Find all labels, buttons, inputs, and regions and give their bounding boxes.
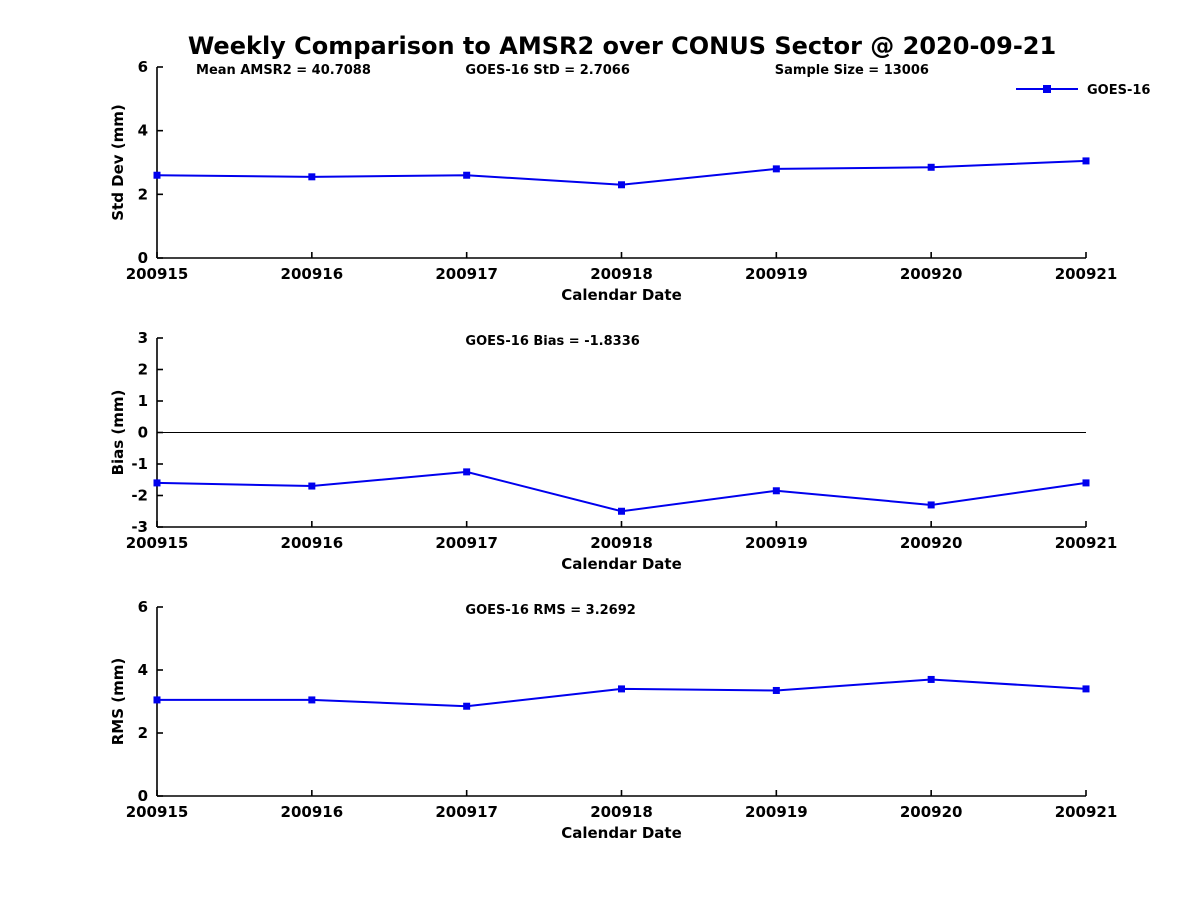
x-tick-label: 200919 — [745, 534, 808, 552]
data-point-marker — [618, 685, 625, 693]
data-point-marker — [153, 696, 161, 704]
data-point-marker — [153, 171, 161, 179]
y-axis-title: RMS (mm) — [109, 658, 127, 745]
data-point-marker — [463, 702, 471, 710]
rms-subplot: 0 2 4 6 200915 200916 200917 200918 200919 200920… — [109, 598, 1117, 842]
x-tick-label: 200921 — [1055, 534, 1118, 552]
annotation: Mean AMSR2 = 40.7088 — [196, 63, 371, 78]
x-tick-label: 200915 — [126, 803, 189, 821]
x-tick-label: 200918 — [590, 265, 653, 283]
y-tick-label: 4 — [138, 661, 148, 679]
annotation: Sample Size = 13006 — [775, 63, 929, 78]
data-point-marker — [308, 173, 316, 181]
x-tick-label: 200921 — [1055, 265, 1118, 283]
series-line — [156, 159, 1087, 186]
annotation: GOES-16 Bias = -1.8336 — [465, 334, 639, 349]
stddev-subplot: 0 2 4 6 200915 200916 200917 200918 200919 200920… — [109, 58, 1150, 304]
data-point-marker — [463, 468, 471, 476]
data-point-marker — [1082, 479, 1090, 487]
data-point-marker — [772, 165, 780, 173]
x-tick-label: 200919 — [745, 803, 808, 821]
x-axis-title: Calendar Date — [561, 555, 682, 573]
data-point-marker — [927, 163, 935, 171]
x-tick-label: 200921 — [1055, 803, 1118, 821]
annotation: GOES-16 StD = 2.7066 — [465, 63, 629, 78]
series-line — [157, 678, 1087, 708]
x-axis-title: Calendar Date — [561, 286, 682, 304]
x-axis-title: Calendar Date — [561, 824, 682, 842]
x-tick-label: 200916 — [281, 265, 344, 283]
y-tick-label: 4 — [138, 122, 148, 140]
x-tick-label: 200920 — [900, 265, 963, 283]
legend-label: GOES-16 — [1087, 83, 1150, 98]
x-tick-label: 200915 — [126, 265, 189, 283]
y-tick-label: 2 — [138, 185, 148, 203]
x-tick-label: 200918 — [590, 534, 653, 552]
y-tick-label: -1 — [131, 455, 148, 473]
x-tick-label: 200917 — [435, 534, 498, 552]
y-axis-title: Bias (mm) — [109, 390, 127, 476]
y-tick-label: 0 — [138, 249, 148, 267]
x-tick-label: 200919 — [745, 265, 808, 283]
x-tick-label: 200916 — [281, 803, 344, 821]
y-tick-label: -3 — [131, 518, 148, 536]
data-point-marker — [927, 675, 935, 683]
x-tick-label: 200917 — [435, 265, 498, 283]
data-point-marker — [1082, 685, 1090, 693]
x-tick-label: 200915 — [126, 534, 189, 552]
data-point-marker — [772, 487, 780, 495]
x-tick-label: 200920 — [900, 534, 963, 552]
bias-subplot: -3 -2 -1 0 1 2 3 200915 200916 200917 200918 200919… — [109, 329, 1117, 573]
data-point-marker — [927, 501, 935, 509]
data-point-marker — [153, 479, 161, 487]
figure-title: Weekly Comparison to AMSR2 over CONUS Se… — [188, 32, 1056, 60]
data-point-marker — [772, 686, 780, 694]
y-tick-label: 1 — [138, 392, 148, 410]
y-tick-label: 0 — [138, 424, 148, 442]
x-tick-label: 200917 — [435, 803, 498, 821]
data-point-marker — [1082, 157, 1090, 165]
series-line — [156, 470, 1087, 513]
data-point-marker — [308, 482, 316, 490]
y-tick-label: 2 — [138, 724, 148, 742]
annotation: GOES-16 RMS = 3.2692 — [465, 603, 635, 618]
data-point-marker — [463, 171, 471, 179]
data-point-marker — [618, 507, 625, 515]
x-tick-label: 200916 — [281, 534, 344, 552]
y-tick-label: 6 — [138, 58, 148, 76]
data-point-marker — [308, 696, 316, 704]
legend-marker-icon — [1043, 85, 1051, 93]
y-tick-label: 2 — [138, 361, 148, 379]
y-axis-title: Std Dev (mm) — [109, 104, 127, 221]
y-tick-label: -2 — [131, 487, 148, 505]
data-point-marker — [618, 181, 625, 189]
x-tick-label: 200920 — [900, 803, 963, 821]
x-tick-label: 200918 — [590, 803, 653, 821]
y-tick-label: 6 — [138, 598, 148, 616]
y-tick-label: 0 — [138, 787, 148, 805]
y-tick-label: 3 — [138, 329, 148, 347]
